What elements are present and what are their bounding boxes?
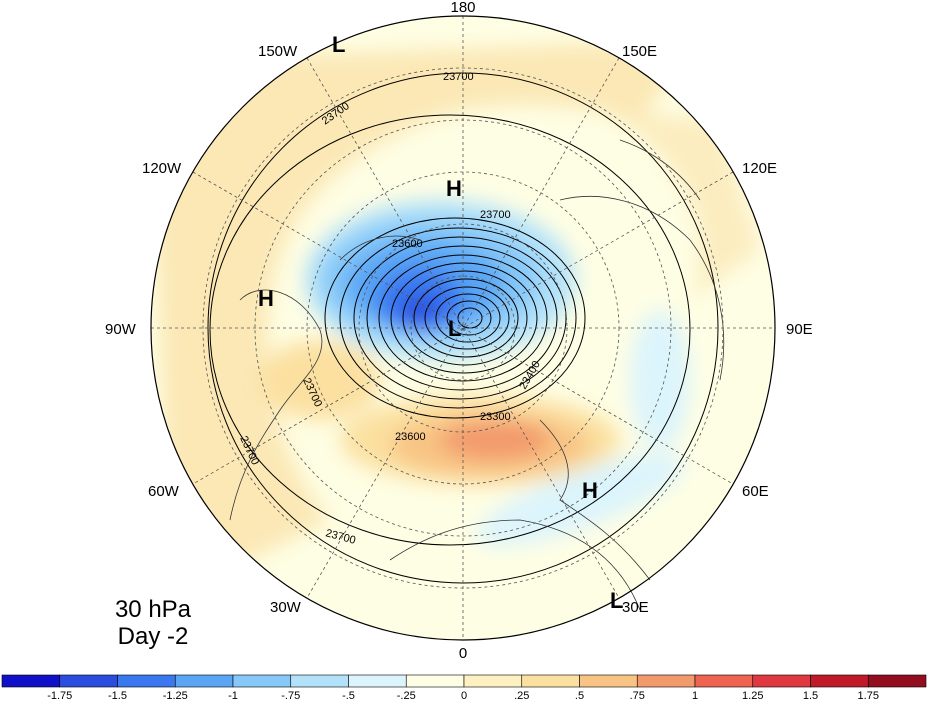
colorbar-swatch <box>1 674 61 688</box>
colorbar-swatch <box>579 674 638 688</box>
high-center: H <box>582 478 598 503</box>
pressure-centers: H H H L L L <box>258 32 623 613</box>
colorbar-swatch <box>290 674 349 688</box>
longitude-labels: 180 150E 120E 90E 60E 30E 0 30W 60W 90W … <box>105 0 813 662</box>
colorbar-tick-label: -1.5 <box>108 690 127 702</box>
colorbar-tick-label: -1 <box>228 690 238 702</box>
colorbar-tick-label: 1.5 <box>803 690 818 702</box>
colorbar-swatch <box>405 674 465 688</box>
day-label: Day -2 <box>118 623 189 650</box>
colorbar-swatch <box>752 674 811 688</box>
low-center: L <box>332 32 345 57</box>
colorbar-swatch <box>348 674 407 688</box>
colorbar-tick-label: -1.75 <box>47 690 72 702</box>
high-center: H <box>258 286 274 311</box>
colorbar-swatch <box>117 674 176 688</box>
colorbar-swatch <box>59 674 118 688</box>
colorbar-tick-label: .75 <box>630 690 645 702</box>
lon-label-0: 0 <box>459 645 467 662</box>
colorbar-swatch <box>232 674 292 688</box>
colorbar-swatch <box>694 674 754 688</box>
colorbar-tick-label: .5 <box>575 690 584 702</box>
colorbar: -1.75 -1.5 -1.25 -1 -.75 -.5 -.25 0 .25 .5 .75 1 1.2… <box>1 674 927 702</box>
contour-label: 23300 <box>480 411 511 423</box>
colorbar-swatch <box>636 674 696 688</box>
graticule <box>151 16 775 640</box>
colorbar-swatch <box>521 674 580 688</box>
colorbar-tick-label: 1 <box>692 690 698 702</box>
lon-label-90w: 90W <box>105 321 137 338</box>
contour-label: 23600 <box>395 431 426 443</box>
colorbar-tick-label: -1.25 <box>163 690 188 702</box>
contour-label: 23700 <box>443 71 474 83</box>
colorbar-tick-label: -.5 <box>342 690 355 702</box>
high-center: H <box>446 176 462 201</box>
lon-label-60w: 60W <box>148 483 180 500</box>
map-boundary <box>150 15 776 641</box>
low-center: L <box>610 588 623 613</box>
lon-label-150e: 150E <box>622 43 657 60</box>
colorbar-swatch <box>810 674 869 688</box>
colorbar-swatch <box>174 674 234 688</box>
colorbar-tick-label: -.75 <box>281 690 300 702</box>
colorbar-swatch <box>463 674 523 688</box>
lon-label-60e: 60E <box>742 483 769 500</box>
contour-label: 23700 <box>480 209 511 221</box>
lon-label-90e: 90E <box>786 321 813 338</box>
colorbar-tick-label: -.25 <box>397 690 416 702</box>
colorbar-tick-label: 1.25 <box>742 690 763 702</box>
lon-label-30w: 30W <box>270 599 302 616</box>
contour-label: 23600 <box>392 238 423 250</box>
lon-label-150w: 150W <box>258 43 298 60</box>
low-center: L <box>448 316 461 341</box>
lon-label-120e: 120E <box>742 160 777 177</box>
lon-label-30e: 30E <box>622 599 649 616</box>
lon-label-180: 180 <box>450 0 475 16</box>
colorbar-swatch <box>867 674 927 688</box>
colorbar-tick-label: .25 <box>514 690 529 702</box>
colorbar-tick-label: 0 <box>461 690 467 702</box>
level-label: 30 hPa <box>115 596 192 623</box>
colorbar-tick-label: 1.75 <box>858 690 879 702</box>
lon-label-120w: 120W <box>142 160 182 177</box>
anomaly-shading <box>151 16 775 640</box>
